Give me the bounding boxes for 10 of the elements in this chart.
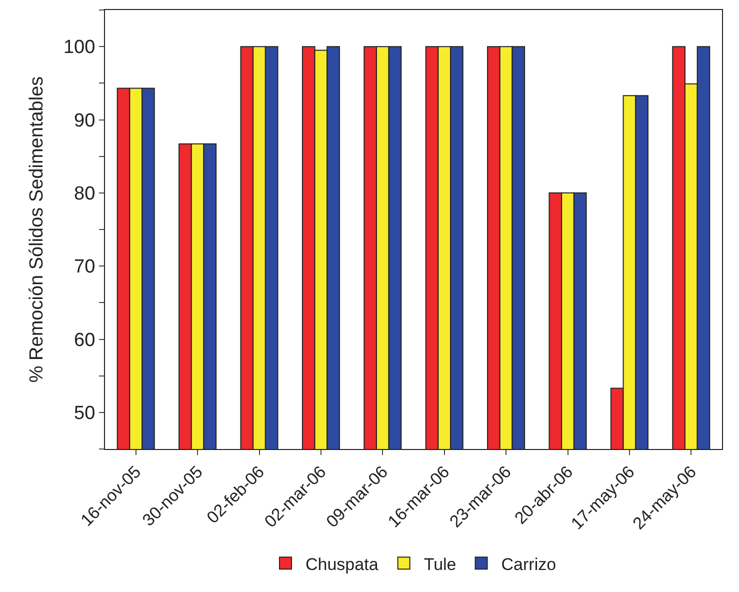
legend-label: Chuspata: [306, 554, 379, 574]
y-tick-label: 70: [74, 256, 96, 278]
y-tick-label: 80: [74, 184, 96, 205]
legend-label: Carrizo: [501, 554, 556, 574]
y-tick-label: 60: [74, 330, 96, 351]
legend-label: Tule: [424, 554, 456, 574]
y-tick-label: 100: [63, 37, 96, 58]
y-axis-title: % Remoción Sólidos Sedimentables: [26, 76, 48, 383]
y-tick-label: 90: [74, 110, 96, 132]
y-tick-label: 50: [74, 403, 96, 424]
